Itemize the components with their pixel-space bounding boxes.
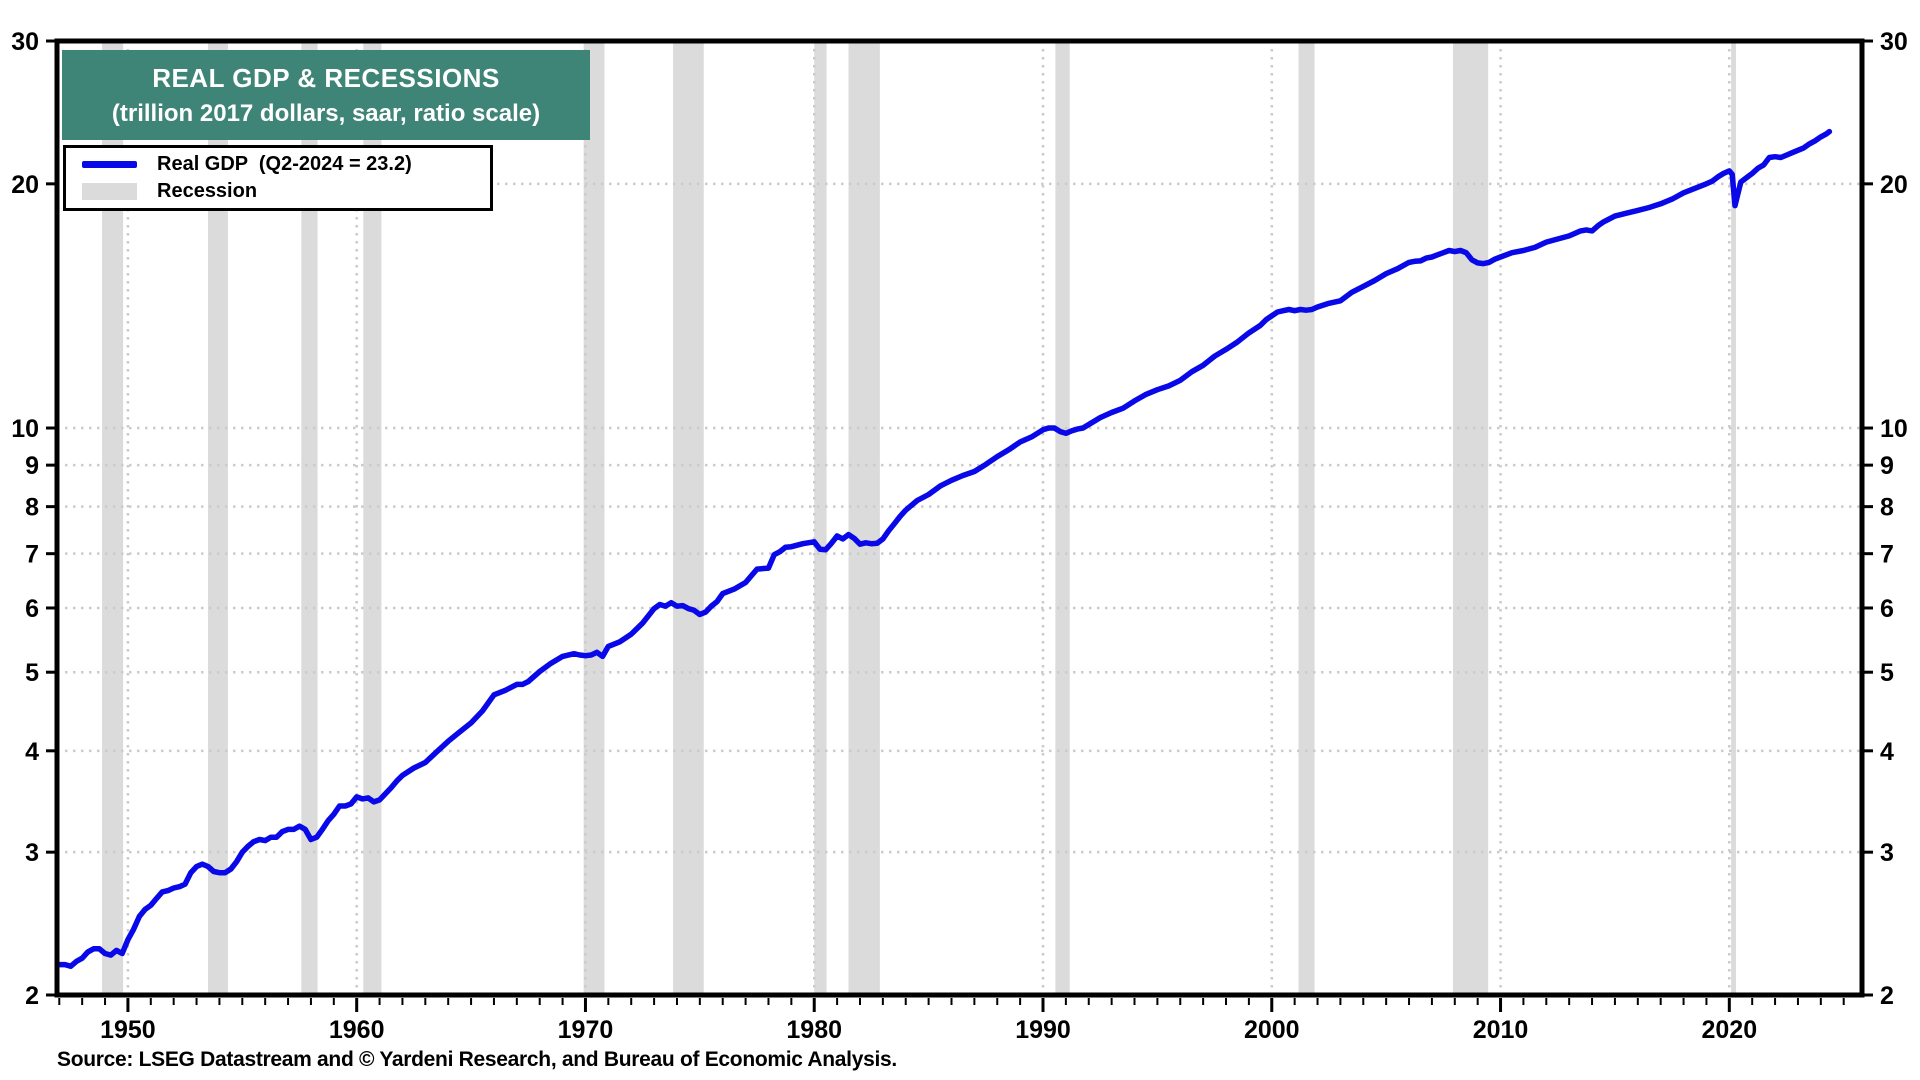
- source-attribution: Source: LSEG Datastream and © Yardeni Re…: [57, 1048, 897, 1071]
- chart-subtitle: (trillion 2017 dollars, saar, ratio scal…: [111, 99, 541, 127]
- y-axis-label-right: 9: [1880, 452, 1894, 480]
- x-axis-label: 2000: [1244, 1016, 1300, 1044]
- y-axis-label-right: 2: [1880, 982, 1894, 1010]
- y-axis-label-left: 20: [11, 171, 39, 199]
- y-axis-label-left: 9: [25, 452, 39, 480]
- y-axis-label-left: 6: [25, 595, 39, 623]
- x-axis-label: 2010: [1473, 1016, 1529, 1044]
- legend: Real GDP (Q2-2024 = 23.2) Recession: [63, 145, 493, 211]
- recession-band: [583, 41, 605, 995]
- recession-band: [102, 41, 124, 995]
- y-axis-label-left: 7: [25, 541, 39, 569]
- y-axis-label-right: 4: [1880, 738, 1894, 766]
- y-axis-label-left: 2: [25, 982, 39, 1010]
- recession-band: [1731, 41, 1736, 995]
- legend-item-recession: Recession: [66, 178, 490, 205]
- chart-title: REAL GDP & RECESSIONS: [152, 62, 500, 93]
- legend-label-recession: Recession: [157, 180, 258, 202]
- axis-frame: [54, 38, 1865, 998]
- real-gdp-line-swatch: [82, 161, 137, 168]
- x-axis-label: 1960: [329, 1016, 385, 1044]
- y-axis-label-right: 6: [1880, 595, 1894, 623]
- real-gdp-line: [56, 128, 1833, 970]
- y-axis-label-left: 10: [11, 415, 39, 443]
- x-axis-label: 1950: [100, 1016, 156, 1044]
- x-axis-label: 2020: [1702, 1016, 1758, 1044]
- y-axis-label-right: 3: [1880, 839, 1894, 867]
- recession-band: [301, 41, 318, 995]
- y-axis-label-right: 5: [1880, 659, 1894, 687]
- x-axis-label: 1990: [1015, 1016, 1071, 1044]
- recession-band-swatch: [82, 183, 137, 200]
- y-axis-label-left: 3: [25, 839, 39, 867]
- recession-band: [673, 41, 704, 995]
- legend-label-real-gdp: Real GDP (Q2-2024 = 23.2): [157, 153, 412, 175]
- legend-item-real-gdp: Real GDP (Q2-2024 = 23.2): [66, 151, 490, 178]
- y-axis-label-right: 30: [1880, 28, 1908, 56]
- x-axis-label: 1970: [558, 1016, 614, 1044]
- y-axis-label-right: 8: [1880, 494, 1894, 522]
- recession-band: [1452, 41, 1489, 995]
- y-axis-label-left: 30: [11, 28, 39, 56]
- recession-band: [207, 41, 228, 995]
- y-axis-label-right: 20: [1880, 171, 1908, 199]
- recession-band: [1055, 41, 1070, 995]
- recession-band: [848, 41, 880, 995]
- y-axis-label-left: 5: [25, 659, 39, 687]
- y-axis-label-right: 7: [1880, 541, 1894, 569]
- y-axis-label-right: 10: [1880, 415, 1908, 443]
- x-axis-label: 1980: [786, 1016, 842, 1044]
- y-axis-label-left: 4: [25, 738, 39, 766]
- recession-band: [814, 41, 827, 995]
- chart-title-box: REAL GDP & RECESSIONS (trillion 2017 dol…: [62, 50, 590, 140]
- recession-band: [363, 41, 382, 995]
- recession-band: [1298, 41, 1315, 995]
- y-axis-label-left: 8: [25, 494, 39, 522]
